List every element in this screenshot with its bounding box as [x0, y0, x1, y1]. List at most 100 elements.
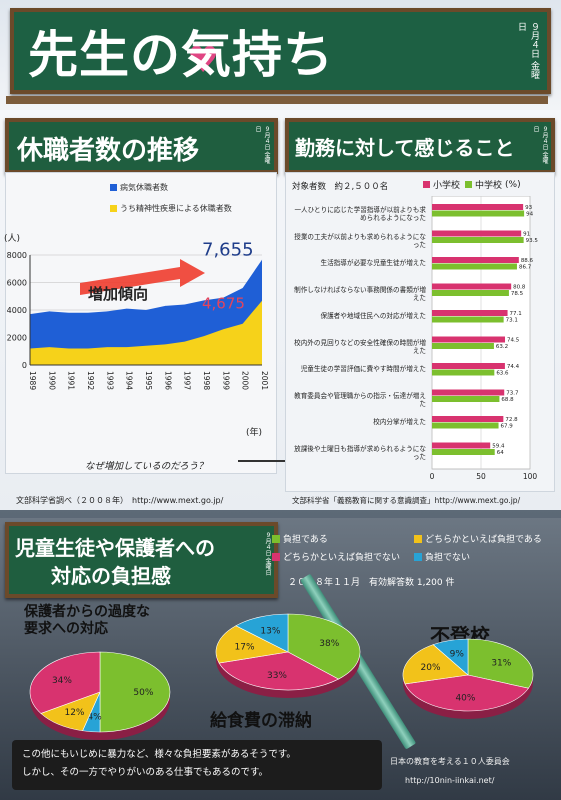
right-respondents: 対象者数 約２,５００名 [292, 182, 389, 192]
x-tick-label: 1990 [47, 371, 56, 390]
x-tick-label: 1994 [125, 371, 134, 390]
bar-category-label: 校内外の見回りなどの安全性確保の時間が増えた [294, 338, 426, 355]
bar-elementary [432, 310, 508, 316]
area-chart: 0 2000 4000 6000 8000 (人) 7,655 4,675 1989 1990 19… [4, 233, 269, 438]
bar-elementary [432, 204, 524, 210]
pie-value-label: 40% [455, 693, 475, 703]
bar-value-label: 74.4 [507, 364, 520, 370]
x-tick-label: 2000 [241, 371, 250, 390]
bar-category-label: 児童生徒の学習評価に費やす時間が増えた [300, 365, 426, 373]
bar-value-label: 64 [497, 450, 504, 456]
legend-swatch-mental [110, 205, 117, 212]
pie-value-label: 38% [319, 639, 339, 649]
x-tick-label: 1997 [183, 371, 192, 390]
bar-category-label: 制作しなければならない事務関係の書類が増えた [294, 285, 426, 302]
committee-url: http://10nin-iinkai.net/ [405, 776, 495, 785]
footer-line1: この他にもいじめに暴力など、様々な負担要素があるそうです。 [22, 749, 296, 760]
left-legend: 病気休職者数 うち精神性疾患による休職者数 [110, 182, 232, 214]
pie-slice [99, 651, 171, 733]
series-end-label: 4,675 [202, 295, 245, 313]
legend-swatch-burden [272, 534, 280, 543]
pie-slice [215, 625, 289, 664]
pie-value-label: 34% [52, 676, 72, 686]
pie-slice [287, 613, 361, 680]
bar-value-label: 72.8 [505, 417, 518, 423]
bar-value-label: 77.1 [510, 311, 522, 317]
page-title-part3: 持ち [232, 26, 334, 84]
x-tick-label: 2001 [260, 371, 269, 390]
page-title-part1: 先生の [28, 26, 181, 84]
y-tick-label: 6000 [7, 279, 27, 288]
right-panel-board: 勤務に対して感じること ９月４日 金曜日 [285, 118, 555, 174]
page-title-part2: ♥ 気 [181, 26, 232, 84]
trend-arrow [80, 259, 205, 295]
bar-category-label: 生活指導が必要な児童生徒が増えた [320, 259, 427, 267]
bar-value-label: 78.5 [511, 291, 524, 297]
y-tick-label: 8000 [7, 251, 27, 260]
pie-title-parents: 保護者からの過度な 要求への対応 [24, 604, 150, 637]
x-tick-label: 1993 [105, 371, 114, 390]
x-tick-label: 1995 [144, 371, 153, 390]
why-arrow [238, 460, 288, 462]
bar-value-label: 63.2 [496, 344, 508, 350]
x-tick-label: 1992 [86, 371, 95, 390]
bar-junior-high [432, 316, 504, 323]
pie-value-label: 50% [133, 688, 153, 698]
y-tick-label: 0 [22, 361, 27, 370]
bar-value-label: 94 [526, 212, 533, 218]
left-panel-board: 休職者数の推移 ９月４日 金曜日 [5, 118, 278, 174]
bottom-panel-board: 児童生徒や保護者への 対応の負担感 ９月４日 金曜日 [5, 522, 278, 598]
bar-elementary [432, 363, 505, 369]
right-legend: 小学校 中学校 (%) [423, 178, 521, 191]
legend-swatch-elem [423, 181, 430, 188]
pie-slice [402, 644, 469, 685]
bottom-panel-title-line2: 対応の負担感 [51, 564, 171, 588]
x-tick-label: 50 [476, 472, 486, 481]
legend-item-somewhat-not: どちらかといえば負担でない [272, 550, 414, 563]
left-panel-date: ９月４日 金曜日 [254, 126, 270, 164]
survey-info: ２００８年１１月 有効解答数 1,200 件 [288, 578, 455, 588]
legend-item-burden: 負担である [272, 532, 414, 545]
pie-title-lunch: 給食費の滞納 [210, 711, 312, 731]
bottom-panel-title-line1: 児童生徒や保護者への [15, 536, 215, 560]
pie-slice [235, 613, 289, 653]
bar-junior-high [432, 396, 500, 402]
bar-elementary [432, 230, 522, 237]
x-tick-label: 1999 [221, 371, 230, 390]
legend-swatch-not-burden [414, 552, 422, 561]
bar-value-label: 63.6 [496, 371, 509, 377]
bar-value-label: 59.4 [492, 444, 505, 450]
pie-value-label: 31% [491, 658, 511, 668]
pie-value-label: 13% [260, 626, 280, 636]
pie-value-label: 12% [64, 708, 84, 718]
x-tick-label: 0 [430, 472, 435, 481]
y-unit-label: (人) [4, 233, 20, 244]
area-series-1 [30, 300, 262, 365]
bar-junior-high [432, 449, 495, 455]
right-panel-date: ９月４日 金曜日 [532, 126, 548, 164]
pie-charts: 50% 4%12% 34% 38% 33% 17% 13% 31% 40% 20% 9% [29, 613, 534, 740]
bar-question-labels: 一人ひとりに応じた学習指導が以前よりも求められるようになった 授業の工夫が以前より… [288, 200, 430, 470]
bar-junior-high [432, 263, 517, 270]
trend-label: 増加傾向 [88, 285, 149, 303]
header-chalk-tray [6, 96, 548, 104]
pie-slice [432, 638, 469, 676]
bar-elementary [432, 416, 504, 422]
y-tick-label: 2000 [7, 334, 27, 343]
legend-swatch-sick [110, 184, 117, 191]
x-tick-label: 100 [523, 472, 538, 481]
bar-value-label: 93 [525, 205, 532, 211]
bar-category-label: 一人ひとりに応じた学習指導が以前よりも求められるようになった [294, 206, 426, 222]
series-end-label: 7,655 [202, 240, 254, 261]
bar-value-label: 88.6 [521, 258, 534, 264]
bar-junior-high [432, 369, 495, 376]
legend-swatch-somewhat-not [272, 552, 280, 561]
bar-junior-high [432, 237, 524, 243]
bar-junior-high [432, 422, 499, 429]
footer-message: この他にもいじめに暴力など、様々な負担要素があるそうです。 しかし、その一方でや… [12, 740, 382, 790]
bar-value-label: 74.5 [507, 338, 520, 344]
committee-name: 日本の教育を考える１０人委員会 [390, 757, 510, 766]
footer-line2: しかし、その一方でやりがいのある仕事でもあるのです。 [22, 767, 269, 778]
pie-value-label: 4% [87, 713, 102, 723]
bar-value-label: 73.1 [506, 318, 518, 324]
